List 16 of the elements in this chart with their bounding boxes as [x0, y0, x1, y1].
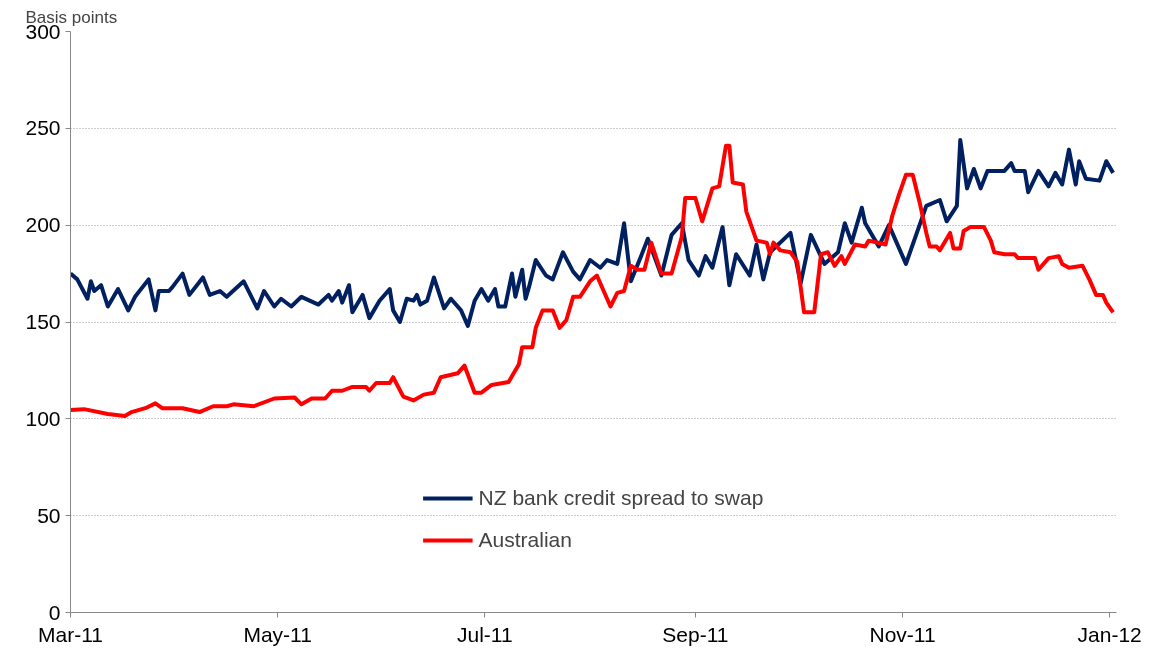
y-tick-label: 0	[48, 600, 61, 624]
y-tick-label: 200	[25, 213, 61, 237]
x-tick-label: Jan-12	[1077, 622, 1142, 646]
x-tick-label: Sep-11	[662, 622, 729, 646]
y-tick-label: 250	[25, 116, 61, 140]
y-tick-label: 150	[25, 310, 61, 333]
x-tick-label: Mar-11	[38, 622, 103, 646]
x-tick-label: Nov-11	[869, 622, 936, 646]
legend-label: NZ bank credit spread to swap	[478, 486, 764, 510]
line-series	[70, 143, 1116, 418]
y-tick-label: 100	[25, 406, 61, 430]
x-tick-label: May-11	[243, 622, 312, 646]
legend-label: Australian	[478, 528, 572, 552]
line-series	[70, 137, 1116, 328]
y-tick-label: 50	[37, 503, 61, 527]
x-tick-label: Jul-11	[457, 622, 513, 646]
